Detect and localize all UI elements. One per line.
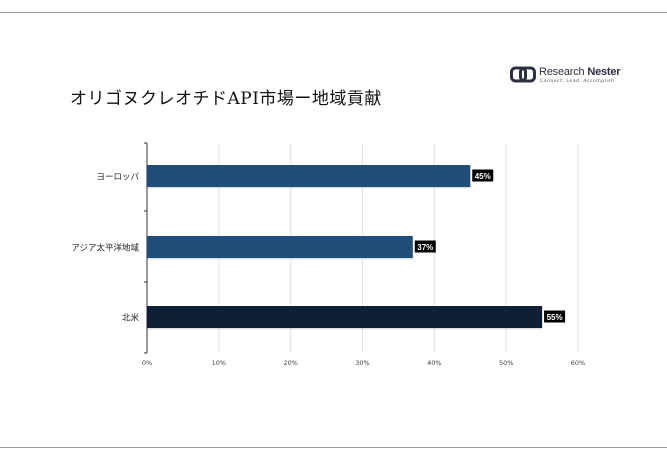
logo-tagline: Connect. Lead. Accomplish [540,79,615,84]
x-tick-label: 10% [212,359,226,367]
logo-wordmark: Research Nester [539,66,621,78]
bar [147,306,543,328]
x-tick-label: 0% [142,359,152,367]
data-label-box [472,169,494,182]
data-label: 37% [417,243,433,252]
x-tick-label: 20% [283,359,297,367]
data-label-box [414,240,436,253]
bar [147,236,413,258]
data-label: 55% [547,313,563,322]
data-label-box [544,310,566,323]
logo-name-light: Research [539,66,588,78]
data-label: 45% [475,172,491,181]
research-nester-logo: Research Nester Connect. Lead. Accomplis… [510,66,621,88]
y-tick-label: 北米 [122,313,140,324]
chart-title: オリゴヌクレオチドAPI市場ー地域貢献 [70,89,382,109]
x-tick-label: 30% [355,359,369,367]
x-tick-label: 60% [571,359,585,367]
bottom-rule [0,447,667,448]
x-tick-label: 50% [499,359,513,367]
y-tick-label: ヨーロッパ [96,173,139,183]
logo-name-bold: Nester [587,66,621,78]
x-tick-label: 40% [427,359,441,367]
research-nester-logo-icon [510,66,536,83]
bar [147,165,471,187]
top-rule [0,12,667,13]
y-tick-label: アジア太平洋地域 [71,243,139,254]
